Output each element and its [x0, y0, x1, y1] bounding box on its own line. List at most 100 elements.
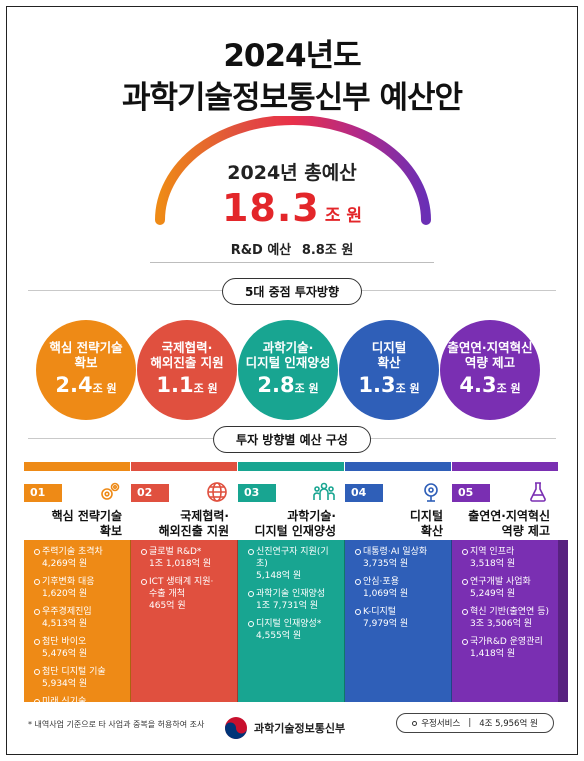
footnote: * 내역사업 기준으로 타 사업과 중복을 허용하여 조사: [28, 720, 205, 729]
budget-item: 우주경제진입 4,513억 원: [34, 606, 122, 630]
budget-item-value: 5,148억 원: [256, 571, 302, 581]
budget-item-value: 465억 원: [149, 601, 186, 611]
column-title: 국제협력· 해외진출 지원: [131, 509, 233, 539]
direction-amount: 1.3: [358, 373, 396, 397]
direction-value: 2.4조 원: [55, 374, 116, 400]
direction-label-line1: 과학기술·: [262, 340, 314, 355]
column-number: 01: [24, 484, 62, 502]
budget-item-value: 7,979억 원: [363, 619, 409, 629]
column-body: 주력기술 초격차 4,269억 원 기후변화 대응 1,620억 원 우주경제진입 4,5…: [24, 540, 130, 719]
year-title: 2024년도: [223, 38, 361, 74]
budget-item-value: 수출 개척: [149, 589, 185, 599]
budget-item-value: 1,962억 원: [42, 709, 88, 719]
gears-icon: [98, 480, 122, 504]
direction-circle: 핵심 전략기술 확보 2.4조 원: [36, 320, 136, 420]
budget-item-name: 안심·포용: [363, 577, 399, 587]
direction-circle: 국제협력· 해외진출 지원 1.1조 원: [137, 320, 237, 420]
direction-amount: 4.3: [459, 373, 497, 397]
direction-amount: 2.4: [55, 373, 93, 397]
budget-item-name: 첨단 디지털 기술: [42, 667, 106, 677]
budget-item-name: 주력기술 초격차: [42, 547, 103, 557]
budget-item-name: 국가R&D 운영관리: [470, 637, 543, 647]
section-title-composition: 투자 방향별 예산 구성: [213, 426, 371, 453]
column-title-line2: 디지털 인재양성: [254, 524, 336, 538]
total-budget-number: 18.3: [221, 186, 320, 230]
budget-item: 혁신 기반(출연연 등) 3조 3,506억 원: [462, 606, 550, 630]
budget-item: 첨단 디지털 기술 5,934억 원: [34, 666, 122, 690]
postal-service-budget: 우정서비스 | 4조 5,956억 원: [396, 713, 554, 733]
budget-item-name: 연구개발 사업화: [470, 577, 531, 587]
page-frame: [6, 6, 578, 755]
column-body: 지역 인프라 3,518억 원 연구개발 사업화 5,249억 원 혁신 기반(출연연 …: [452, 540, 558, 702]
direction-label: 핵심 전략기술 확보: [49, 340, 122, 370]
column-header: 03 과학기술· 디지털 인재양성: [238, 462, 344, 540]
direction-unit: 조 원: [294, 382, 319, 395]
column-number: 04: [345, 484, 383, 502]
ministry-logo: 과학기술정보통신부: [224, 716, 345, 740]
column-title: 핵심 전략기술 확보: [24, 509, 126, 539]
column-title-line2: 확산: [420, 524, 443, 538]
column-shadow: [558, 462, 568, 702]
budget-item-value: 5,249억 원: [470, 589, 516, 599]
budget-item-value: 5,476억 원: [42, 649, 88, 659]
budget-item-name: 과학기술 인재양성: [256, 589, 326, 599]
budget-item: 첨단 바이오 5,476억 원: [34, 636, 122, 660]
direction-unit: 조 원: [496, 382, 521, 395]
column-body: 글로벌 R&D* 1조 1,018억 원 ICT 생태계 지원· 수출 개척 465억 …: [131, 540, 237, 702]
budget-column: 02 국제협력· 해외진출 지원 글로벌 R&D* 1조 1,018억 원 ICT 생태계…: [131, 462, 247, 702]
column-header: 01 핵심 전략기술 확보: [24, 462, 130, 540]
column-number: 03: [238, 484, 276, 502]
budget-item: 과학기술 인재양성 1조 7,731억 원: [248, 588, 336, 612]
direction-label-line2: 해외진출 지원: [150, 355, 224, 370]
budget-item: 미래 신기술 1,962억 원: [34, 696, 122, 720]
budget-item-name: 혁신 기반(출연연 등): [470, 607, 549, 617]
budget-column: 04 디지털 확산 대통령·AI 일상화 3,735억 원 안심·포용 1,069억 원 K-…: [345, 462, 461, 702]
ministry-name: 과학기술정보통신부: [254, 722, 346, 735]
taegeuk-icon: [225, 717, 247, 739]
budget-item-name: ICT 생태계 지원·: [149, 577, 214, 587]
column-body: 대통령·AI 일상화 3,735억 원 안심·포용 1,069억 원 K-디지털 7,97…: [345, 540, 451, 702]
budget-item-name: 우주경제진입: [42, 607, 92, 617]
direction-label-line2: 확보: [74, 355, 98, 370]
direction-value: 2.8조 원: [257, 374, 318, 400]
budget-item-name: 글로벌 R&D*: [149, 547, 202, 557]
budget-item-name: K-디지털: [363, 607, 397, 617]
budget-item: ICT 생태계 지원· 수출 개척 465억 원: [141, 576, 229, 612]
column-title-line2: 역량 제고: [501, 524, 550, 538]
column-title: 출연연·지역혁신 역량 제고: [452, 509, 554, 539]
postal-value: 4조 5,956억 원: [479, 719, 538, 729]
column-title-line2: 해외진출 지원: [158, 524, 229, 538]
direction-amount: 1.1: [156, 373, 194, 397]
budget-item-name: 기후변화 대응: [42, 577, 95, 587]
separator: |: [468, 718, 472, 728]
budget-item-value: 4,555억 원: [256, 631, 302, 641]
budget-item-value: 1조 7,731억 원: [256, 601, 319, 611]
budget-item-value: 3,735억 원: [363, 559, 409, 569]
budget-item: 연구개발 사업화 5,249억 원: [462, 576, 550, 600]
budget-item-value: 1조 1,018억 원: [149, 559, 212, 569]
budget-item: 글로벌 R&D* 1조 1,018억 원: [141, 546, 229, 570]
direction-label-line1: 핵심 전략기술: [49, 340, 123, 355]
people-icon: [312, 480, 336, 504]
direction-amount: 2.8: [257, 373, 295, 397]
main-title: 과학기술정보통신부 예산안: [121, 80, 463, 116]
budget-item: K-디지털 7,979억 원: [355, 606, 443, 630]
budget-item-value: 3조 3,506억 원: [470, 619, 533, 629]
total-budget-unit: 조 원: [324, 206, 363, 226]
direction-unit: 조 원: [193, 382, 218, 395]
budget-item-name: 지역 인프라: [470, 547, 515, 557]
direction-label: 국제협력· 해외진출 지원: [150, 340, 223, 370]
flask-icon: [526, 480, 550, 504]
postal-label: 우정서비스: [421, 719, 461, 729]
network-icon: [419, 480, 443, 504]
direction-value: 1.3조 원: [358, 374, 419, 400]
direction-label-line2: 확산: [377, 355, 401, 370]
budget-item-name: 신진연구자 지원(기초): [256, 547, 329, 569]
budget-item-name: 디지털 인재양성*: [256, 619, 322, 629]
budget-item: 대통령·AI 일상화 3,735억 원: [355, 546, 443, 570]
direction-label-line2: 역량 제고: [464, 355, 516, 370]
column-title-line1: 국제협력·: [180, 509, 229, 523]
section-title-directions: 5대 중점 투자방향: [222, 278, 362, 305]
budget-item-value: 5,934억 원: [42, 679, 88, 689]
